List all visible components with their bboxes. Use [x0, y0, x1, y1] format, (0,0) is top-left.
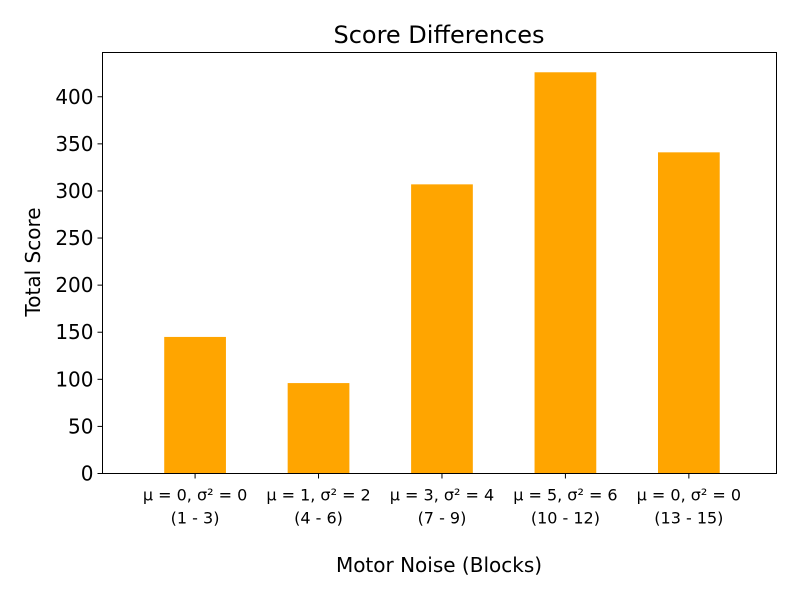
x-axis: μ = 0, σ² = 0 (1 - 3) μ = 1, σ² = 2 (4 - 6)… [143, 473, 741, 528]
y-tick-label: 300 [55, 179, 93, 203]
plot-area-frame [102, 52, 777, 474]
y-tick-label: 200 [55, 273, 93, 297]
bar-2 [287, 383, 350, 474]
y-tick-label: 0 [81, 462, 94, 486]
x-tick-label: μ = 0, σ² = 0 [637, 486, 741, 505]
x-tick-sublabel: (13 - 15) [654, 509, 723, 528]
x-tick-label: μ = 5, σ² = 6 [513, 486, 617, 505]
x-tick-label: μ = 3, σ² = 4 [390, 486, 494, 505]
bars-layer [164, 72, 720, 474]
y-tick-label: 400 [55, 85, 93, 109]
bar-3 [411, 184, 473, 474]
bar-1 [164, 336, 226, 474]
x-tick-label: μ = 0, σ² = 0 [143, 486, 247, 505]
chart-title: Score Differences [333, 21, 544, 49]
y-axis: 0 50 100 150 200 250 300 350 400 [55, 85, 103, 486]
y-tick-label: 100 [55, 367, 93, 391]
bar-4 [534, 72, 597, 474]
bar-5 [657, 152, 720, 474]
y-tick-label: 50 [68, 414, 93, 438]
x-tick-sublabel: (7 - 9) [418, 509, 467, 528]
y-tick-label: 150 [55, 320, 93, 344]
y-axis-label: Total Score [21, 207, 45, 317]
y-tick-label: 250 [55, 226, 93, 250]
x-tick-label: μ = 1, σ² = 2 [266, 486, 370, 505]
x-axis-label: Motor Noise (Blocks) [336, 553, 542, 577]
x-tick-sublabel: (10 - 12) [531, 509, 600, 528]
y-tick-label: 350 [55, 132, 93, 156]
x-tick-sublabel: (1 - 3) [171, 509, 220, 528]
x-tick-sublabel: (4 - 6) [294, 509, 343, 528]
